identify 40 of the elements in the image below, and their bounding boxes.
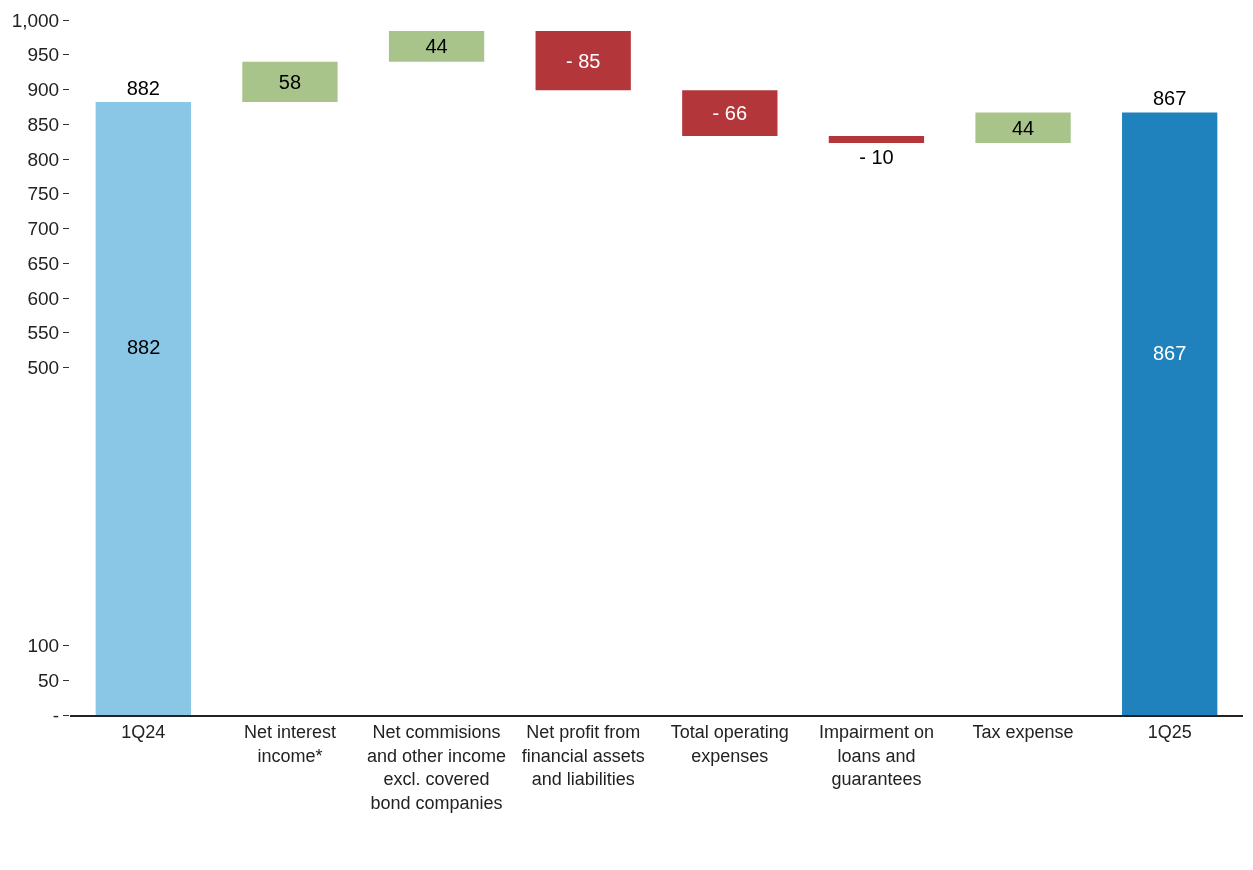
- y-tick-label: 750: [27, 183, 60, 205]
- y-tick-label: 700: [27, 218, 60, 240]
- bar: [828, 136, 925, 144]
- x-tick-label: Net commisions and other income excl. covered bond companies: [367, 722, 507, 813]
- data-label: 882: [126, 77, 160, 100]
- data-label: 867: [1153, 87, 1187, 110]
- annotation: 867: [1153, 342, 1187, 364]
- y-tick-label: 600: [27, 287, 60, 309]
- x-tick-label: Net interest income*: [243, 722, 336, 766]
- data-label: - 66: [712, 102, 748, 125]
- annotation: 882: [127, 336, 161, 358]
- x-tick-label: Net profit from financial assets and liabilities: [521, 722, 645, 790]
- y-tick-label: 1,000: [11, 9, 60, 31]
- y-tick-label: 500: [27, 357, 60, 379]
- y-tick-label: 650: [27, 252, 60, 274]
- y-tick-label: 50: [38, 669, 60, 691]
- y-tick-label: 950: [27, 44, 60, 66]
- x-tick-label: 1Q25: [1147, 722, 1192, 743]
- x-tick-label: Tax expense: [972, 722, 1074, 743]
- bar: [95, 102, 191, 715]
- x-tick-label: Impairment on loans and guarantees: [818, 722, 934, 790]
- bar: [682, 90, 778, 137]
- bar: [535, 31, 631, 91]
- x-tick-label: 1Q24: [121, 722, 166, 743]
- data-label: - 10: [859, 146, 894, 169]
- y-tick-label: 900: [27, 79, 60, 101]
- y-tick-label: -: [52, 704, 60, 726]
- data-label: 44: [1011, 116, 1035, 139]
- y-tick-label: 100: [27, 635, 60, 657]
- y-tick-label: 850: [27, 113, 60, 135]
- x-tick-label: Total operating expenses: [670, 722, 789, 766]
- y-tick-label: 800: [27, 148, 60, 170]
- bar: [388, 31, 485, 62]
- data-label: 44: [425, 35, 448, 58]
- y-tick-label: 550: [27, 322, 60, 344]
- data-label: - 85: [565, 49, 601, 72]
- bar: [1122, 112, 1218, 715]
- data-label: 58: [278, 70, 302, 93]
- bar: [975, 112, 1071, 144]
- bar: [242, 61, 338, 103]
